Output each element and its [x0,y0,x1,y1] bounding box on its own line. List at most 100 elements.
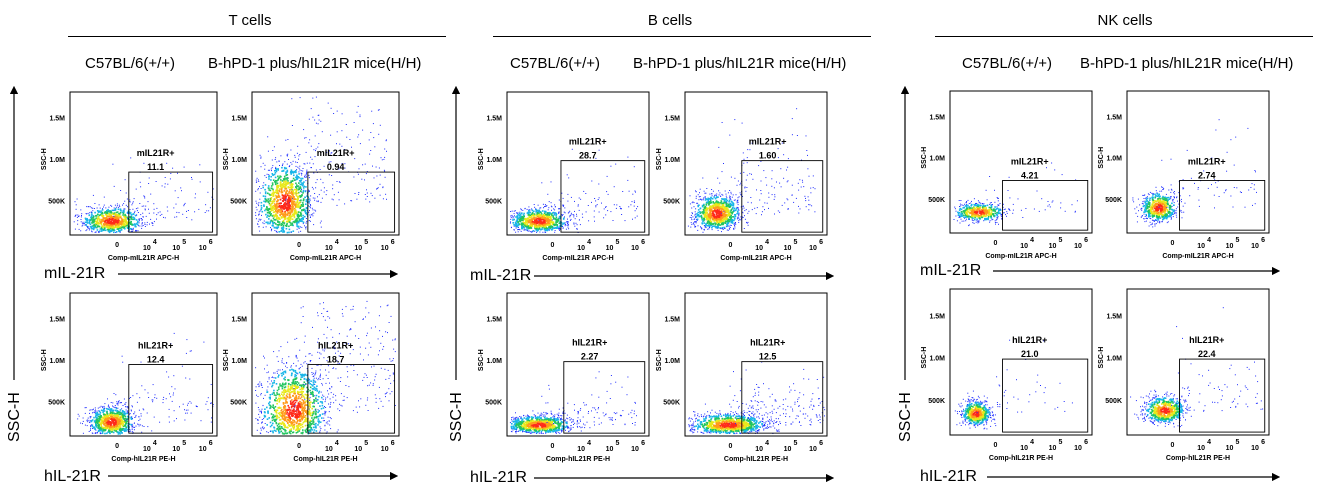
y-tick-label: 1.0M [49,358,65,365]
x-tick-exponent: 6 [641,440,645,447]
x-axis-title: Comp-mIL21R APC-H [108,255,179,262]
group-rule-t-cells [68,36,446,37]
x-tick-label: 0 [115,443,119,450]
y-axis-title: SSC-H [41,349,48,371]
y-axis-title: SSC-H [1098,347,1105,369]
y-axis-title: SSC-H [223,148,230,170]
y-axis-title: SSC-H [478,349,485,371]
x-axis-title: Comp-mIL21R APC-H [720,255,791,262]
x-tick-label: 10 [1251,243,1259,250]
gate-rect [1179,180,1266,231]
y-tick-label: 1.5M [664,317,680,324]
x-tick-label: 10 [354,245,362,252]
row-label-h-b: hIL-21R [470,469,527,486]
x-tick-exponent: 6 [1084,439,1088,446]
col-label-b-wt: C57BL/6(+/+) [510,55,601,72]
x-tick-exponent: 6 [209,440,213,447]
x-tick-exponent: 4 [1030,439,1034,446]
y-tick-label: 1.0M [664,358,680,365]
y-tick-label: 1.5M [231,317,247,324]
gate-percent: 18.7 [327,355,345,365]
gate-name: hIL21R+ [572,338,607,348]
x-tick-exponent: 5 [1059,237,1063,244]
x-tick-label: 10 [325,245,333,252]
density-points [954,339,1073,430]
gate-name: mIL21R+ [749,137,787,147]
group-title-nk-cells: NK cells [1097,12,1153,29]
density-points [73,157,214,234]
density-points [687,108,816,233]
gate-percent: 11.1 [147,162,164,172]
density-points [509,148,639,233]
y-axis-title: SSC-H [223,349,230,371]
plot-frame [251,91,400,236]
x-tick-exponent: 6 [1084,237,1088,244]
gate-rect [560,160,646,233]
gate-percent: 0.94 [327,162,345,172]
plot-frame [684,292,828,437]
gate-name: mIL21R+ [1011,156,1049,166]
x-tick-exponent: 6 [1261,237,1265,244]
x-axis-title: Comp-hIL21R PE-H [1166,455,1230,462]
gate-rect [307,364,396,434]
density-points [255,96,387,234]
x-tick-label: 10 [1020,445,1028,452]
x-tick-exponent: 5 [364,239,368,246]
y-label-nk: SSC-H [897,392,914,442]
y-axis-title: SSC-H [478,148,485,170]
y-axis-title: SSC-H [41,148,48,170]
y-tick-label: 1.0M [929,356,945,363]
x-tick-exponent: 5 [616,239,620,246]
gate-percent: 2.27 [581,352,599,362]
x-axis-title: Comp-mIL21R APC-H [542,255,613,262]
y-axis-title: SSC-H [656,148,663,170]
x-tick-exponent: 6 [391,239,395,246]
x-tick-exponent: 4 [587,440,591,447]
flow-plot-6: mIL21R+ 1.60 1.5M 1.0M 500K SSC-H 0 10 4 10 5 10 6 Co… [656,91,828,262]
row-label-h-t: hIL-21R [44,468,101,485]
x-tick-label: 10 [1049,243,1057,250]
x-tick-exponent: 6 [391,440,395,447]
x-tick-label: 10 [199,245,207,252]
x-tick-label: 10 [606,245,614,252]
x-tick-exponent: 5 [794,239,798,246]
gate-percent: 21.0 [1021,349,1039,359]
x-tick-label: 10 [631,245,639,252]
x-tick-label: 10 [784,245,792,252]
x-tick-label: 0 [550,443,554,450]
y-tick-label: 1.5M [929,115,945,122]
flow-plot-7: hIL21R+ 2.27 1.5M 1.0M 500K SSC-H 0 10 4 10 5 10 6 Co… [478,292,650,463]
x-tick-label: 10 [1197,445,1205,452]
x-tick-label: 0 [993,442,997,449]
x-axis-title: Comp-hIL21R PE-H [724,456,788,463]
y-tick-label: 500K [48,400,65,407]
flow-plot-9: mIL21R+ 4.21 1.5M 1.0M 500K SSC-H 0 10 4 10 5 10 6 Co… [921,90,1093,260]
col-label-nk-hh: B-hPD-1 plus/hIL21R mice(H/H) [1080,55,1294,72]
col-label-nk-wt: C57BL/6(+/+) [962,55,1053,72]
y-tick-label: 1.5M [231,116,247,123]
y-tick-label: 500K [663,199,680,206]
x-tick-exponent: 5 [794,440,798,447]
x-tick-label: 10 [577,446,585,453]
y-label-b: SSC-H [448,392,465,442]
flow-plot-11: hIL21R+ 21.0 1.5M 1.0M 500K SSC-H 0 10 4 10 5 10 6 Co… [921,288,1093,462]
x-axis-title: Comp-hIL21R PE-H [546,456,610,463]
gate-percent: 22.4 [1198,349,1216,359]
y-tick-label: 1.5M [664,116,680,123]
x-tick-label: 10 [1226,243,1234,250]
x-tick-exponent: 4 [153,440,157,447]
x-tick-label: 10 [325,446,333,453]
x-tick-label: 10 [1197,243,1205,250]
gate-name: mIL21R+ [317,148,355,158]
gate-name: hIL21R+ [750,338,785,348]
x-tick-exponent: 5 [364,440,368,447]
y-tick-label: 1.0M [231,358,247,365]
y-tick-label: 1.0M [231,157,247,164]
x-tick-exponent: 4 [765,239,769,246]
x-tick-exponent: 6 [209,239,213,246]
